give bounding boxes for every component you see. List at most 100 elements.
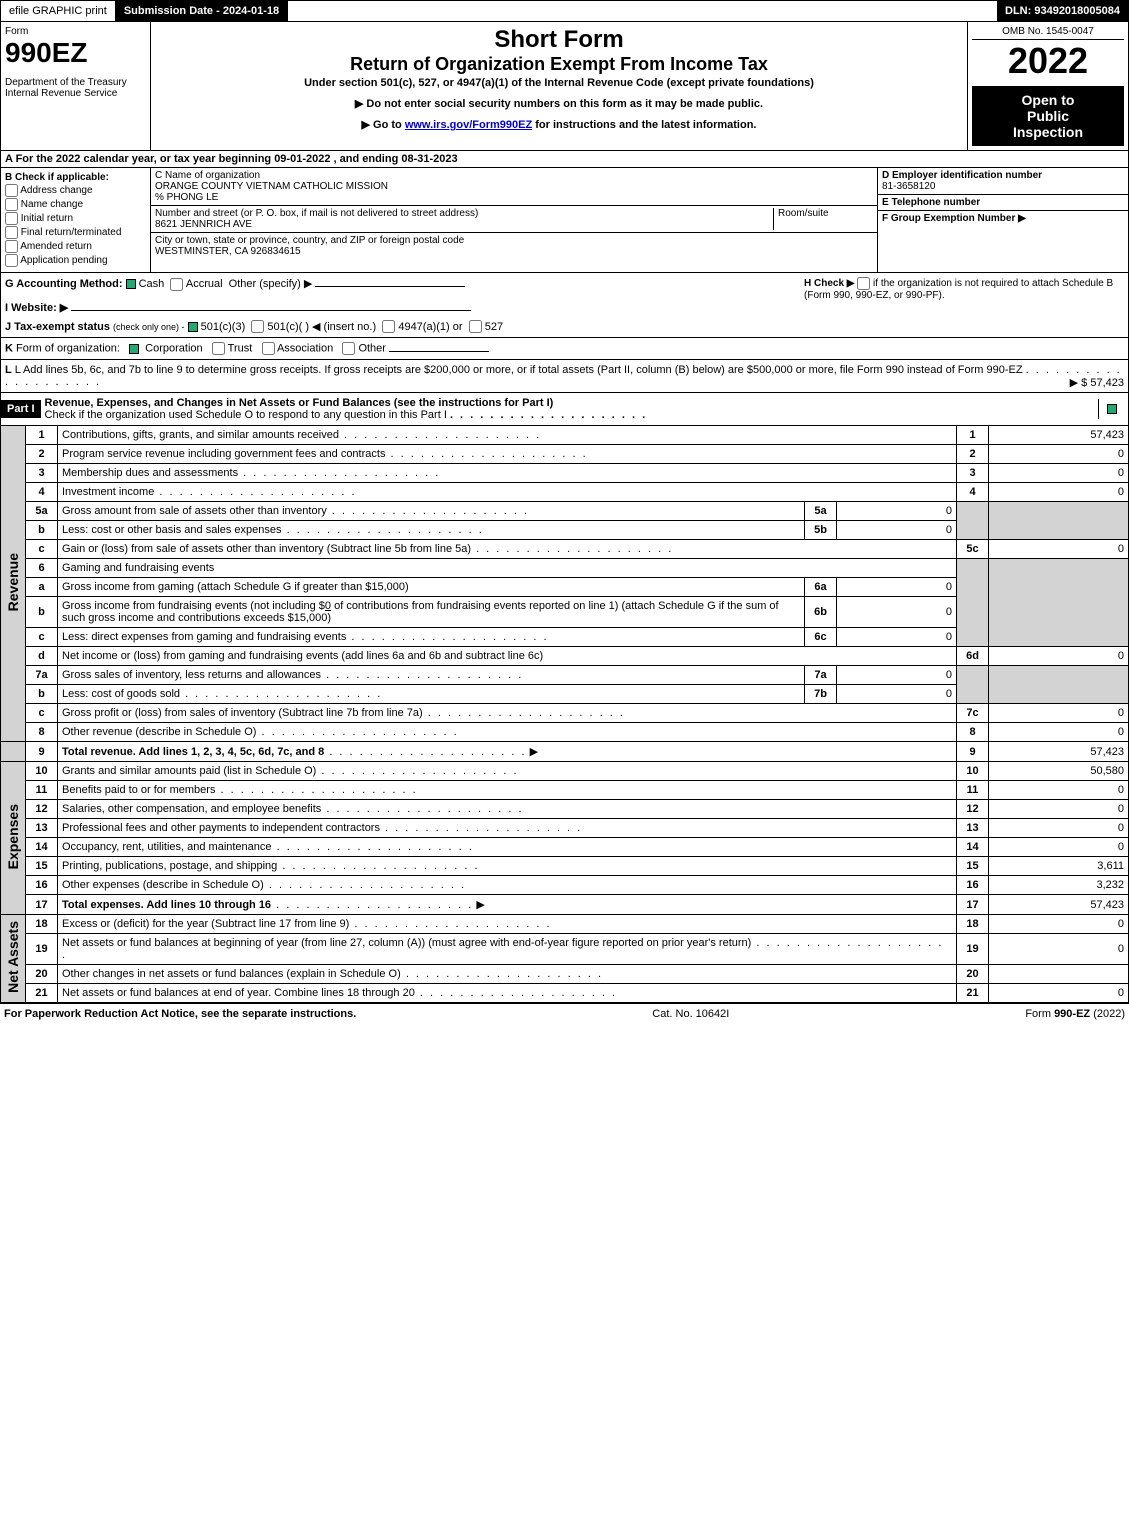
chk-association[interactable] [262, 342, 275, 355]
sidebar-expenses: Expenses [1, 762, 26, 915]
line-box-no: 10 [957, 762, 989, 781]
line-no: 11 [26, 781, 58, 800]
line-no: 17 [26, 895, 58, 915]
line-box-no: 6d [957, 647, 989, 666]
grey-cell [989, 502, 1129, 540]
g-cash: Cash [139, 278, 165, 290]
line-no: 6 [26, 559, 58, 578]
row-l: L L Add lines 5b, 6c, and 7b to line 9 t… [0, 360, 1129, 393]
line-no: 20 [26, 965, 58, 984]
grey-cell [989, 559, 1129, 647]
line-no: 2 [26, 445, 58, 464]
line-box-no: 18 [957, 915, 989, 934]
sub-no: 7b [805, 685, 837, 704]
form-word: Form [5, 26, 146, 37]
line-no: 21 [26, 984, 58, 1003]
line-no: 18 [26, 915, 58, 934]
g-other: Other (specify) ▶ [229, 278, 313, 290]
header-right: OMB No. 1545-0047 2022 Open to Public In… [968, 22, 1128, 150]
chk-name-change[interactable]: Name change [5, 198, 146, 211]
group-exemption-row: F Group Exemption Number ▶ [878, 211, 1128, 226]
line-value: 3,232 [989, 876, 1129, 895]
title-short-form: Short Form [155, 26, 963, 54]
line-no: 5a [26, 502, 58, 521]
dln: DLN: 93492018005084 [997, 1, 1128, 21]
line-box-no: 21 [957, 984, 989, 1003]
line-desc: Membership dues and assessments [58, 464, 957, 483]
line-box-no: 1 [957, 426, 989, 445]
h-text: if the organization is not required to a… [873, 278, 1113, 289]
efile-label[interactable]: efile GRAPHIC print [1, 1, 116, 21]
chk-trust[interactable] [212, 342, 225, 355]
line-desc: Program service revenue including govern… [58, 445, 957, 464]
row-bcde: B Check if applicable: Address change Na… [0, 168, 1129, 273]
chk-4947[interactable] [382, 320, 395, 333]
line-no: c [26, 704, 58, 723]
line-desc: Less: direct expenses from gaming and fu… [58, 628, 805, 647]
line-value: 0 [989, 483, 1129, 502]
title-return: Return of Organization Exempt From Incom… [155, 54, 963, 75]
line-box-no: 15 [957, 857, 989, 876]
sub-value: 0 [837, 628, 957, 647]
line-desc: Other revenue (describe in Schedule O) [58, 723, 957, 742]
irs-link[interactable]: www.irs.gov/Form990EZ [405, 119, 532, 131]
line-desc: Benefits paid to or for members [58, 781, 957, 800]
i-label: I Website: ▶ [5, 302, 68, 314]
line-no: 14 [26, 838, 58, 857]
irs-label: Internal Revenue Service [5, 88, 146, 99]
row-h: H Check ▶ if the organization is not req… [804, 277, 1124, 333]
line-desc: Less: cost of goods sold [58, 685, 805, 704]
col-b-label: B Check if applicable: [5, 172, 109, 183]
h-text2: (Form 990, 990-EZ, or 990-PF). [804, 290, 945, 301]
inspect-line1: Open to [974, 92, 1122, 108]
line-box-no: 19 [957, 934, 989, 965]
chk-other[interactable] [342, 342, 355, 355]
chk-527[interactable] [469, 320, 482, 333]
chk-amended-return[interactable]: Amended return [5, 240, 146, 253]
line-no: b [26, 521, 58, 540]
line-no: 12 [26, 800, 58, 819]
line-desc: Gain or (loss) from sale of assets other… [58, 540, 957, 559]
inspect-line2: Public [974, 108, 1122, 124]
chk-address-change[interactable]: Address change [5, 184, 146, 197]
chk-cash[interactable] [126, 279, 136, 289]
line-no: c [26, 628, 58, 647]
line-value: 0 [989, 915, 1129, 934]
chk-initial-return[interactable]: Initial return [5, 212, 146, 225]
chk-accrual[interactable] [170, 278, 183, 291]
city: WESTMINSTER, CA 926834615 [155, 246, 873, 257]
chk-501c3[interactable] [188, 322, 198, 332]
chk-application-pending[interactable]: Application pending [5, 254, 146, 267]
part1-check-text: Check if the organization used Schedule … [45, 409, 447, 421]
form-number: 990EZ [5, 37, 146, 69]
chk-501c[interactable] [251, 320, 264, 333]
chk-corporation[interactable] [129, 344, 139, 354]
part1-checkbox[interactable] [1098, 399, 1128, 419]
line-no: b [26, 597, 58, 628]
line-desc: Gross income from gaming (attach Schedul… [58, 578, 805, 597]
line-desc: Net assets or fund balances at end of ye… [58, 984, 957, 1003]
lines-table: Revenue 1 Contributions, gifts, grants, … [0, 426, 1129, 1003]
line-desc: Gross sales of inventory, less returns a… [58, 666, 805, 685]
chk-not-required[interactable] [857, 277, 870, 290]
line-desc: Other changes in net assets or fund bala… [58, 965, 957, 984]
part1-title: Revenue, Expenses, and Changes in Net As… [41, 393, 1098, 425]
note-goto-pre: ▶ Go to [362, 119, 405, 131]
line-desc: Contributions, gifts, grants, and simila… [58, 426, 957, 445]
j-501c: 501(c)( ) ◀ (insert no.) [267, 321, 376, 333]
line-no: 4 [26, 483, 58, 502]
dept-label: Department of the Treasury [5, 77, 146, 88]
org-name: ORANGE COUNTY VIETNAM CATHOLIC MISSION [155, 181, 873, 192]
line-box-no: 5c [957, 540, 989, 559]
line-value: 0 [989, 934, 1129, 965]
line-desc: Net income or (loss) from gaming and fun… [58, 647, 957, 666]
row-g: G Accounting Method: Cash Accrual Other … [5, 277, 804, 291]
chk-final-return[interactable]: Final return/terminated [5, 226, 146, 239]
sub-value: 0 [837, 502, 957, 521]
street-label: Number and street (or P. O. box, if mail… [155, 208, 773, 219]
line-value: 0 [989, 984, 1129, 1003]
line-value: 0 [989, 445, 1129, 464]
e-label: E Telephone number [882, 197, 980, 208]
sub-no: 5b [805, 521, 837, 540]
line-desc: Gross income from fundraising events (no… [58, 597, 805, 628]
